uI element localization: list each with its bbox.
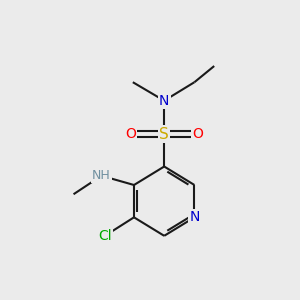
Text: S: S: [159, 127, 169, 142]
Text: N: N: [189, 210, 200, 224]
Text: O: O: [193, 127, 203, 141]
Text: NH: NH: [92, 169, 111, 182]
Text: O: O: [125, 127, 136, 141]
Text: N: N: [159, 94, 169, 108]
Text: Cl: Cl: [98, 229, 112, 243]
